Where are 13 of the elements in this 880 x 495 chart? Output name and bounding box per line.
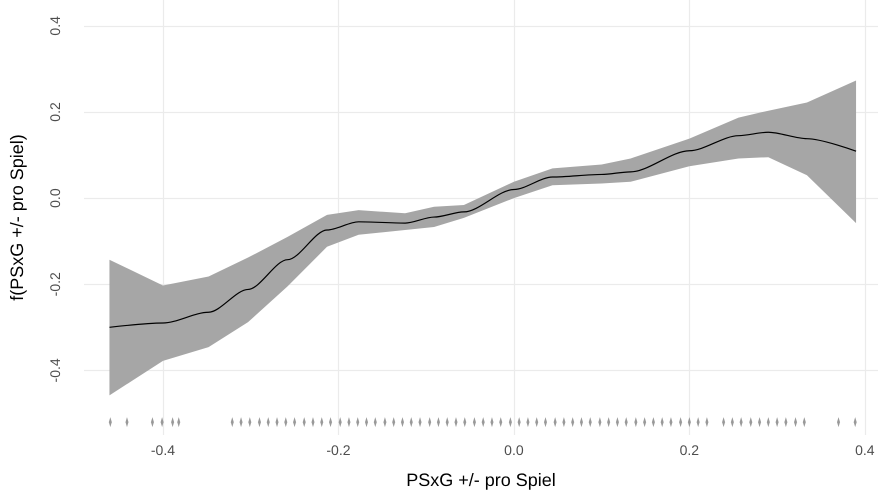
y-tick-label: -0.2 bbox=[47, 272, 63, 296]
y-tick-label: 0.2 bbox=[47, 102, 63, 122]
y-axis-title: f(PSxG +/- pro Spiel) bbox=[7, 134, 27, 301]
x-tick-label: -0.4 bbox=[150, 442, 176, 458]
y-tick-label: 0.0 bbox=[47, 188, 63, 208]
x-tick-label: 0.0 bbox=[504, 442, 524, 458]
x-tick-label: 0.4 bbox=[855, 442, 875, 458]
y-tick-label: -0.4 bbox=[47, 358, 63, 382]
y-tick-label: 0.4 bbox=[47, 16, 63, 36]
x-tick-label: -0.2 bbox=[326, 442, 351, 458]
x-tick-label: 0.2 bbox=[680, 442, 700, 458]
x-axis-title: PSxG +/- pro Spiel bbox=[406, 470, 556, 490]
line-series bbox=[108, 132, 857, 328]
